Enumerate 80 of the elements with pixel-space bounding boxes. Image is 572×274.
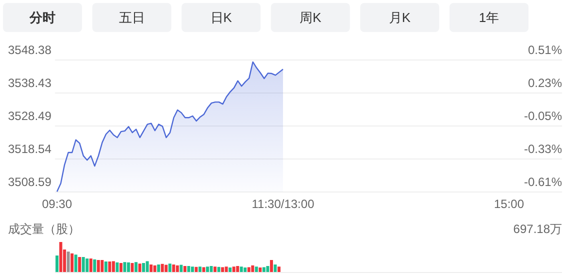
bar bbox=[86, 258, 89, 272]
bar bbox=[262, 267, 266, 272]
bar bbox=[240, 266, 243, 272]
bar bbox=[108, 262, 112, 272]
bar bbox=[56, 256, 58, 272]
bar bbox=[266, 266, 270, 272]
bar bbox=[70, 253, 74, 272]
y2-tick-label: -0.61% bbox=[524, 175, 562, 190]
bar bbox=[258, 268, 262, 272]
text: 分时 bbox=[28, 10, 56, 25]
bar bbox=[183, 266, 186, 272]
bar bbox=[74, 254, 78, 272]
bar bbox=[274, 264, 277, 272]
bar bbox=[278, 266, 280, 272]
bar bbox=[104, 262, 108, 272]
y2-tick-label: -0.05% bbox=[524, 109, 562, 124]
bar bbox=[194, 266, 198, 272]
bar bbox=[123, 262, 126, 272]
bar bbox=[157, 264, 160, 272]
bar bbox=[142, 263, 146, 272]
bar bbox=[247, 267, 250, 272]
text: 697.18万 bbox=[513, 222, 562, 236]
x-tick-label: 15:00 bbox=[494, 197, 524, 212]
text: 日K bbox=[210, 10, 232, 25]
bar bbox=[138, 264, 142, 272]
y-tick-label: 3548.38 bbox=[8, 43, 52, 58]
bar bbox=[217, 266, 220, 272]
text: 五日 bbox=[118, 10, 145, 25]
bar bbox=[202, 267, 206, 272]
y-tick-label: 3518.54 bbox=[8, 142, 52, 156]
bar bbox=[59, 242, 62, 272]
x-tick-label: 11:30/13:00 bbox=[252, 197, 315, 212]
bar bbox=[112, 261, 115, 272]
text: 1年 bbox=[478, 10, 500, 25]
bar bbox=[214, 266, 217, 272]
bar bbox=[198, 266, 202, 272]
bar bbox=[134, 262, 138, 272]
bar bbox=[126, 262, 130, 272]
bar bbox=[168, 264, 172, 272]
bar bbox=[150, 264, 153, 272]
text: 周K bbox=[300, 10, 322, 25]
bar bbox=[116, 262, 119, 272]
bar bbox=[164, 264, 168, 272]
y2-tick-label: -0.33% bbox=[524, 142, 562, 156]
text: 月K bbox=[388, 10, 411, 25]
bar bbox=[160, 264, 164, 272]
y2-tick-label: 0.23% bbox=[528, 76, 562, 90]
bar bbox=[244, 268, 247, 272]
bar bbox=[146, 261, 149, 272]
y-tick-label: 3538.43 bbox=[8, 76, 52, 90]
bar bbox=[187, 266, 190, 272]
bar bbox=[82, 257, 85, 272]
y2-tick-label: 0.51% bbox=[528, 43, 562, 58]
bar bbox=[153, 265, 156, 272]
bar bbox=[228, 268, 232, 272]
bar bbox=[78, 257, 82, 272]
bar bbox=[180, 264, 183, 272]
bar bbox=[251, 265, 254, 272]
bar bbox=[236, 266, 240, 272]
bar bbox=[119, 263, 122, 272]
bar bbox=[232, 266, 236, 272]
bar bbox=[210, 266, 213, 272]
bar bbox=[254, 266, 258, 272]
bar bbox=[130, 263, 134, 272]
bar bbox=[270, 260, 273, 272]
bar bbox=[93, 259, 96, 272]
bar bbox=[96, 260, 100, 272]
bar bbox=[89, 258, 92, 272]
bar bbox=[176, 265, 179, 272]
bar bbox=[190, 266, 194, 272]
chart-title: 成交量（股） bbox=[8, 222, 80, 236]
bar bbox=[172, 264, 176, 272]
y-tick-label: 3508.59 bbox=[8, 175, 52, 190]
bar bbox=[224, 266, 228, 272]
bar bbox=[206, 266, 210, 272]
bar bbox=[66, 252, 70, 272]
bar bbox=[221, 267, 224, 272]
bar bbox=[100, 260, 104, 272]
y-tick-label: 3528.49 bbox=[8, 109, 52, 124]
x-tick-label: 09:30 bbox=[42, 197, 72, 212]
